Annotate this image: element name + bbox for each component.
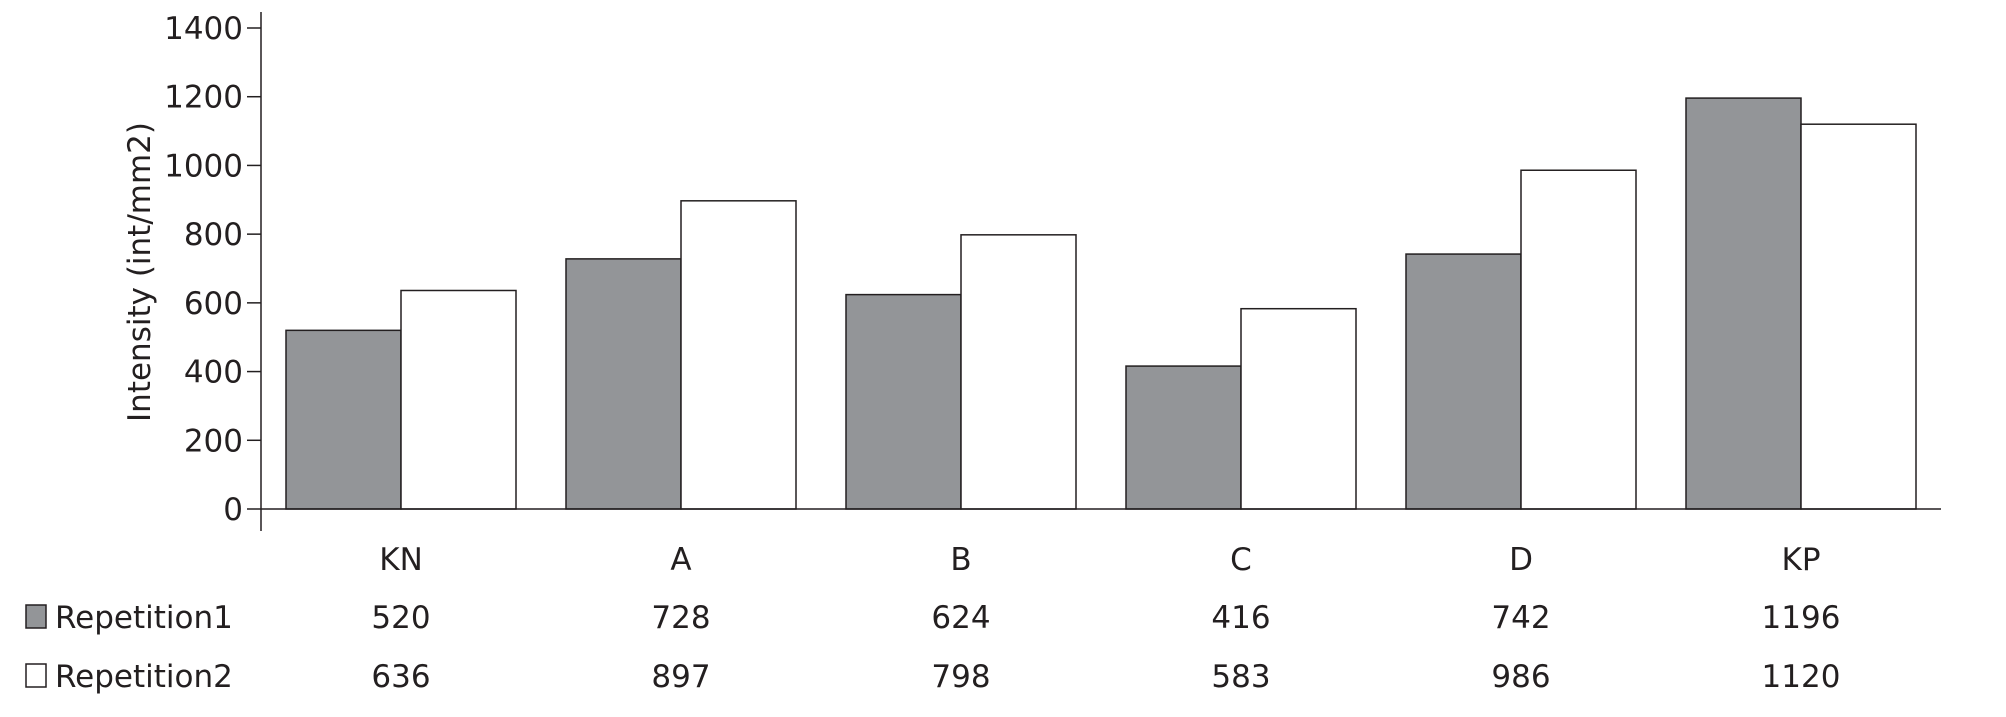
- y-tick-label: 800: [184, 217, 243, 253]
- table-value: 416: [1211, 600, 1270, 636]
- legend-swatch: [25, 604, 47, 629]
- legend-label: Repetition2: [55, 659, 233, 695]
- bar-Repetition2-B: [960, 234, 1077, 510]
- x-tick-label: KP: [1781, 542, 1820, 578]
- table-value: 520: [371, 600, 430, 636]
- y-tick-label: 400: [184, 355, 243, 391]
- table-value: 986: [1491, 659, 1550, 695]
- bar-Repetition2-D: [1520, 169, 1637, 510]
- bar-Repetition2-KN: [400, 289, 517, 510]
- table-value: 728: [651, 600, 710, 636]
- bar-Repetition1-D: [1405, 253, 1522, 510]
- table-value: 798: [931, 659, 990, 695]
- legend-swatch: [25, 663, 47, 688]
- table-value: 624: [931, 600, 990, 636]
- x-tick-label: B: [950, 542, 971, 578]
- bar-Repetition1-A: [565, 258, 682, 510]
- bar-Repetition2-A: [680, 200, 797, 510]
- x-tick-label: C: [1230, 542, 1252, 578]
- x-tick-label: D: [1509, 542, 1533, 578]
- y-tick-label: 1200: [164, 80, 243, 116]
- x-tick-label: KN: [379, 542, 423, 578]
- y-tick-label: 600: [184, 286, 243, 322]
- bars: [285, 97, 1917, 510]
- bar-Repetition1-C: [1125, 365, 1242, 510]
- y-tick-label: 200: [184, 423, 243, 459]
- x-tick-label: A: [670, 542, 691, 578]
- table-value: 742: [1491, 600, 1550, 636]
- table-value: 897: [651, 659, 710, 695]
- bar-Repetition1-KN: [285, 329, 402, 510]
- y-tick-label: 1400: [164, 11, 243, 47]
- bar-Repetition2-KP: [1800, 123, 1917, 510]
- table-value: 1196: [1762, 600, 1841, 636]
- y-tick-label: 0: [223, 492, 243, 528]
- y-axis-label: Intensity (int/mm2): [122, 122, 158, 422]
- bar-Repetition2-C: [1240, 307, 1357, 510]
- bar-Repetition1-B: [845, 293, 962, 510]
- legend-label: Repetition1: [55, 600, 233, 636]
- table-value: 1120: [1762, 659, 1841, 695]
- bar-Repetition1-KP: [1685, 97, 1802, 510]
- table-value: 636: [371, 659, 430, 695]
- axes: 0 200 400 600 800 1000 1200 1400 KN A B C D KP: [164, 11, 1941, 578]
- data-table: 520 636 728 897 624 798 416 583 742 986 1196 1120 Re…: [25, 600, 1841, 695]
- y-tick-label: 1000: [164, 148, 243, 184]
- table-value: 583: [1211, 659, 1270, 695]
